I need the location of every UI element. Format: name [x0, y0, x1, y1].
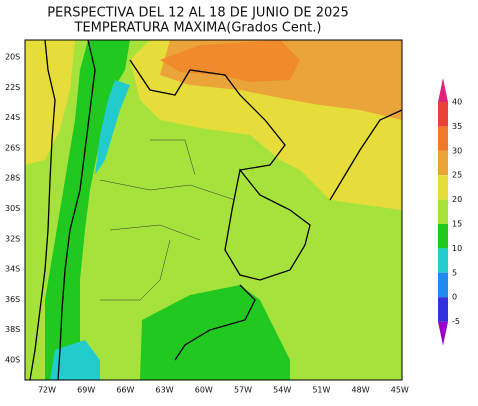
lat-label: 36S	[5, 295, 20, 304]
colorbar-label: 15	[452, 220, 462, 229]
borders	[29, 39, 403, 381]
colorbar-cap	[438, 78, 448, 102]
lon-label: 51W	[312, 386, 330, 395]
colorbar-band	[438, 150, 448, 176]
lat-label: 32S	[5, 234, 20, 243]
colorbar-band	[438, 224, 448, 249]
subtitle: TEMPERATURA MAXIMA(Grados Cent.)	[74, 21, 322, 36]
colorbar-label: 30	[452, 146, 462, 155]
lon-label: 69W	[77, 386, 95, 395]
colorbar-label: 35	[452, 122, 462, 131]
colorbar-band	[438, 297, 448, 322]
lon-label: 54W	[273, 386, 291, 395]
lon-label: 66W	[116, 386, 134, 395]
lat-label: 28S	[5, 174, 20, 183]
lat-label: 26S	[5, 143, 20, 152]
colorbar-band	[438, 102, 448, 127]
lon-label: 48W	[352, 386, 370, 395]
colorbar-band	[438, 248, 448, 273]
lon-label: 45W	[391, 386, 409, 395]
lon-label: 72W	[38, 386, 56, 395]
colorbar-label: 40	[452, 98, 462, 107]
lon-label: 63W	[156, 386, 174, 395]
temperature-field	[25, 40, 402, 380]
lat-label: 22S	[5, 83, 20, 92]
map-frame	[24, 39, 403, 381]
colorbar-label: 5	[452, 268, 457, 277]
colorbar-label: 0	[452, 293, 457, 302]
lat-label: 20S	[5, 53, 20, 62]
colorbar-band	[438, 199, 448, 224]
lat-label: 30S	[5, 204, 20, 213]
lat-label: 40S	[5, 356, 20, 365]
title: PERSPECTIVA DEL 12 AL 18 DE JUNIO DE 202…	[47, 6, 349, 21]
colorbar-label: -5	[452, 317, 460, 326]
lat-label: 38S	[5, 325, 20, 334]
lon-label: 57W	[234, 386, 252, 395]
lon-label: 60W	[195, 386, 213, 395]
colorbar-band	[438, 126, 448, 151]
colorbar-band	[438, 175, 448, 200]
colorbar-label: 20	[452, 195, 462, 204]
lat-label: 34S	[5, 265, 20, 274]
colorbar-label: 10	[452, 244, 462, 253]
colorbar-band	[438, 272, 448, 298]
lat-label: 24S	[5, 113, 20, 122]
colorbar-label: 25	[452, 171, 462, 180]
colorbar-cap	[438, 321, 448, 346]
